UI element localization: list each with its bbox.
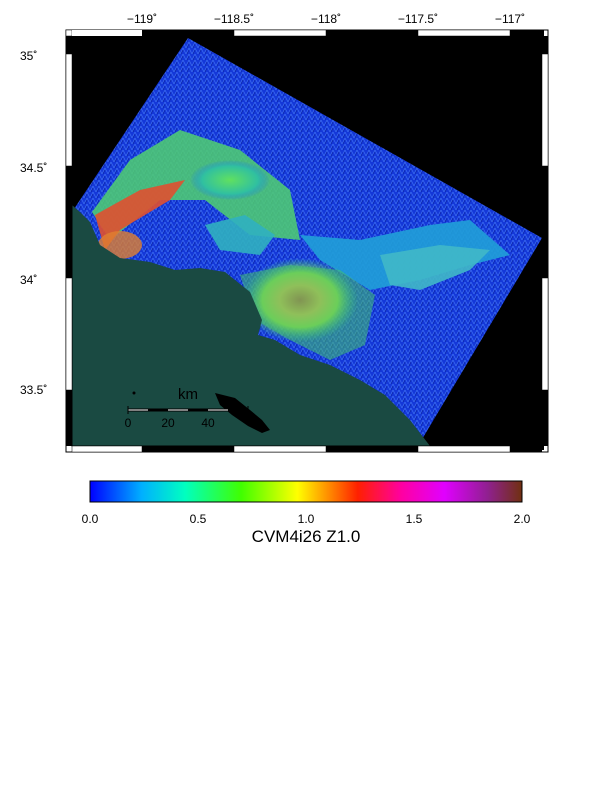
scale-label: 0 xyxy=(124,416,132,430)
la-basin-margin xyxy=(240,265,375,360)
colorbar-tick-label: 0.5 xyxy=(189,512,207,526)
colorbar-tick-label: 0.0 xyxy=(81,512,99,526)
lon-label: −118.5˚ xyxy=(213,12,255,26)
island-rock xyxy=(132,391,136,395)
lat-label: 34˚ xyxy=(20,273,38,287)
colorbar-tick-label: 1.0 xyxy=(297,512,315,526)
scale-unit: km xyxy=(178,386,198,403)
scale-label: 20 xyxy=(161,416,175,430)
lon-label: −119˚ xyxy=(126,12,158,26)
colorbar-tick-label: 1.5 xyxy=(405,512,423,526)
scale-label: 40 xyxy=(201,416,215,430)
chino-basin xyxy=(380,245,490,290)
lon-label: −117.5˚ xyxy=(397,12,439,26)
colorbar-tick-label: 2.0 xyxy=(513,512,531,526)
santa-clarita-basin xyxy=(190,160,270,200)
ocean xyxy=(72,205,430,446)
scale-bar xyxy=(127,406,249,414)
catalina-island xyxy=(215,393,270,433)
san-fernando-valley xyxy=(205,215,275,255)
lat-label: 33.5˚ xyxy=(20,383,48,397)
colorbar-title: CVM4i26 Z1.0 xyxy=(251,527,361,546)
lon-label: −118˚ xyxy=(310,12,342,26)
lat-label: 35˚ xyxy=(20,49,38,63)
colorbar xyxy=(89,480,523,503)
map-frame xyxy=(65,29,549,453)
lat-label: 34.5˚ xyxy=(20,161,48,175)
lon-label: −117˚ xyxy=(494,12,526,26)
